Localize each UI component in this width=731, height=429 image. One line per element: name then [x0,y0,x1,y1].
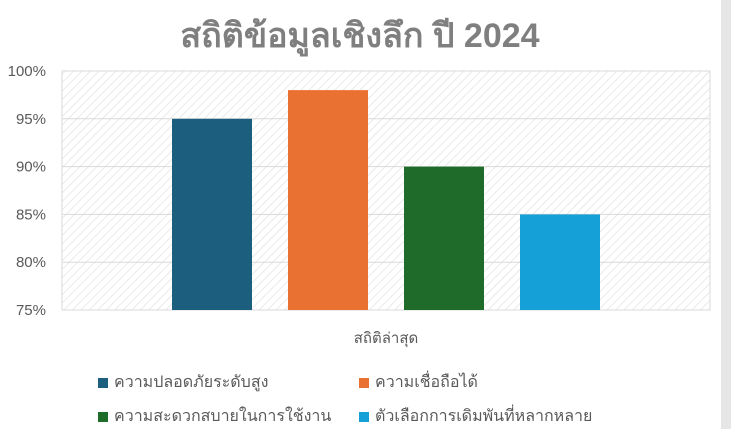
legend-label: ตัวเลือกการเดิมพันที่หลากหลาย [375,408,593,425]
legend-swatch [359,377,369,388]
category-label: สถิติล่าสุด [353,330,419,347]
y-tick-label: 90% [16,159,46,176]
legend-label: ความสะดวกสบายในการใช้งาน [114,408,332,425]
bar [172,118,252,310]
legend-item: ตัวเลือกการเดิมพันที่หลากหลาย [359,404,592,429]
legend-item: ความเชื่อถือได้ [359,370,478,395]
legend-label: ความเชื่อถือได้ [375,374,478,391]
bar [404,166,484,310]
chart-title: สถิติข้อมูลเชิงลึก ปี 2024 [180,17,540,55]
legend-swatch [359,411,369,422]
y-tick-label: 75% [16,302,46,319]
y-tick-label: 100% [8,63,46,80]
bar [520,214,600,310]
legend-item: ความปลอดภัยระดับสูง [98,370,268,395]
y-tick-label: 85% [16,206,46,223]
window-edge [721,0,731,429]
legend-swatch [98,377,108,388]
legend-label: ความปลอดภัยระดับสูง [114,374,269,391]
y-tick-label: 95% [16,111,46,128]
y-tick-label: 80% [16,254,46,271]
legend-swatch [98,411,108,422]
bar [288,90,368,311]
legend-item: ความสะดวกสบายในการใช้งาน [98,404,331,429]
